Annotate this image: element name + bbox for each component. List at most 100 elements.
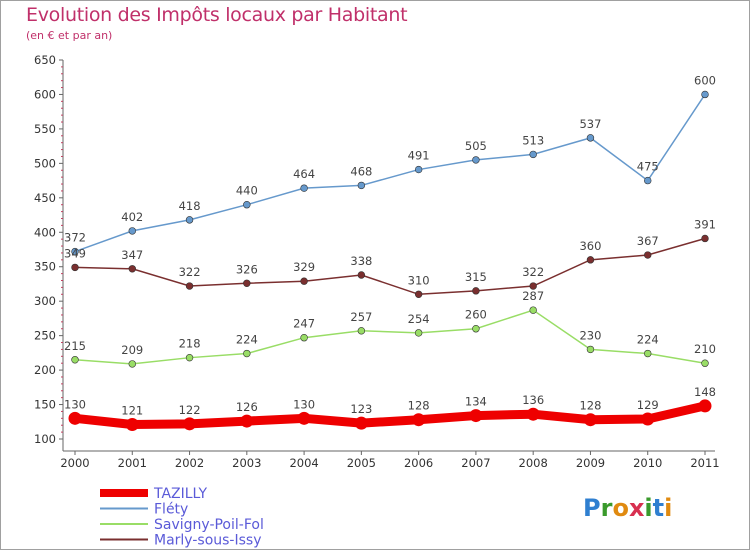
data-point (354, 416, 368, 430)
data-point (185, 353, 194, 362)
x-tick-label: 2006 (404, 456, 433, 470)
data-label: 464 (293, 167, 315, 181)
data-point (701, 359, 709, 367)
y-tick-label: 500 (34, 156, 56, 170)
data-point (412, 413, 426, 427)
data-label: 338 (350, 254, 372, 268)
y-tick-label: 550 (34, 122, 56, 136)
data-point (586, 345, 595, 354)
chart-title: Evolution des Impôts locaux par Habitant (26, 4, 408, 26)
data-label: 128 (579, 399, 601, 413)
data-point (529, 150, 537, 159)
data-point (644, 176, 652, 185)
data-label: 148 (694, 385, 716, 399)
data-point (414, 290, 423, 298)
data-point (644, 251, 652, 259)
y-tick-label: 600 (34, 87, 56, 101)
data-point (300, 184, 308, 192)
proxiti-logo: Proxiti (583, 494, 672, 522)
legend-entry: Fléty (154, 502, 188, 518)
data-label: 224 (236, 333, 258, 347)
y-tick-label: 350 (34, 260, 56, 274)
data-label: 247 (293, 317, 315, 331)
x-tick-label: 2004 (289, 456, 318, 470)
data-point (125, 418, 139, 432)
x-tick-label: 2005 (347, 456, 376, 470)
data-label: 126 (236, 400, 258, 414)
series-line-tazilly (70, 401, 710, 430)
data-label: 315 (465, 270, 487, 284)
series-line-fléty (74, 94, 706, 253)
data-point (297, 411, 311, 425)
data-point (128, 227, 136, 235)
data-point (641, 412, 655, 426)
data-label: 122 (179, 403, 201, 417)
legend-entry: TAZILLY (153, 486, 208, 502)
data-label: 440 (236, 184, 258, 198)
data-label: 230 (579, 328, 601, 342)
data-point (300, 334, 308, 342)
x-tick-label: 2003 (232, 456, 261, 470)
data-point (701, 90, 709, 99)
data-label: 123 (350, 402, 372, 416)
data-point (414, 329, 423, 337)
data-point (357, 271, 366, 279)
x-tick-label: 2002 (175, 456, 204, 470)
data-label: 402 (121, 210, 143, 224)
data-point (583, 413, 597, 427)
data-label: 491 (408, 149, 430, 163)
data-label: 391 (694, 217, 716, 231)
legend-entry: Savigny-Poil-Fol (154, 517, 264, 533)
data-label: 349 (64, 246, 86, 260)
data-point (586, 134, 595, 142)
data-point (529, 282, 537, 290)
x-tick-label: 2001 (118, 456, 147, 470)
data-point (644, 349, 652, 358)
data-point (414, 165, 423, 174)
series-line-marly-sous-issy (74, 237, 706, 296)
data-label: 130 (293, 397, 315, 411)
data-point (71, 247, 79, 256)
data-point (243, 201, 251, 209)
y-tick-label: 300 (34, 294, 56, 308)
data-point (469, 409, 483, 423)
x-tick-label: 2010 (633, 456, 662, 470)
data-label: 367 (637, 234, 659, 248)
data-label: 218 (179, 337, 201, 351)
data-label: 372 (64, 231, 86, 245)
data-label: 121 (121, 404, 143, 418)
x-tick-label: 2000 (60, 456, 89, 470)
x-tick-label: 2011 (690, 456, 719, 470)
series-line-savigny-poil-fol (74, 309, 706, 365)
data-label: 254 (408, 312, 430, 326)
data-point (128, 360, 136, 368)
data-label: 128 (408, 399, 430, 413)
data-point (300, 277, 308, 285)
data-point (68, 411, 82, 425)
data-point (243, 279, 251, 287)
data-point (243, 349, 251, 358)
data-point (472, 156, 480, 164)
data-point (71, 356, 79, 364)
data-point (529, 306, 537, 314)
data-point (472, 325, 480, 333)
y-tick-label: 100 (34, 432, 56, 446)
data-point (701, 234, 709, 243)
data-point (472, 287, 480, 295)
data-point (698, 399, 712, 413)
data-label: 129 (637, 398, 659, 412)
data-label: 260 (465, 308, 487, 322)
y-tick-label: 650 (34, 53, 56, 67)
data-label: 210 (694, 342, 716, 356)
data-label: 505 (465, 139, 487, 153)
data-label: 347 (121, 248, 143, 262)
y-tick-label: 400 (34, 225, 56, 239)
data-point (185, 282, 194, 290)
data-point (357, 327, 366, 335)
data-label: 224 (637, 333, 659, 347)
data-label: 326 (236, 262, 258, 276)
x-tick-label: 2007 (461, 456, 490, 470)
y-tick-label: 250 (34, 329, 56, 343)
